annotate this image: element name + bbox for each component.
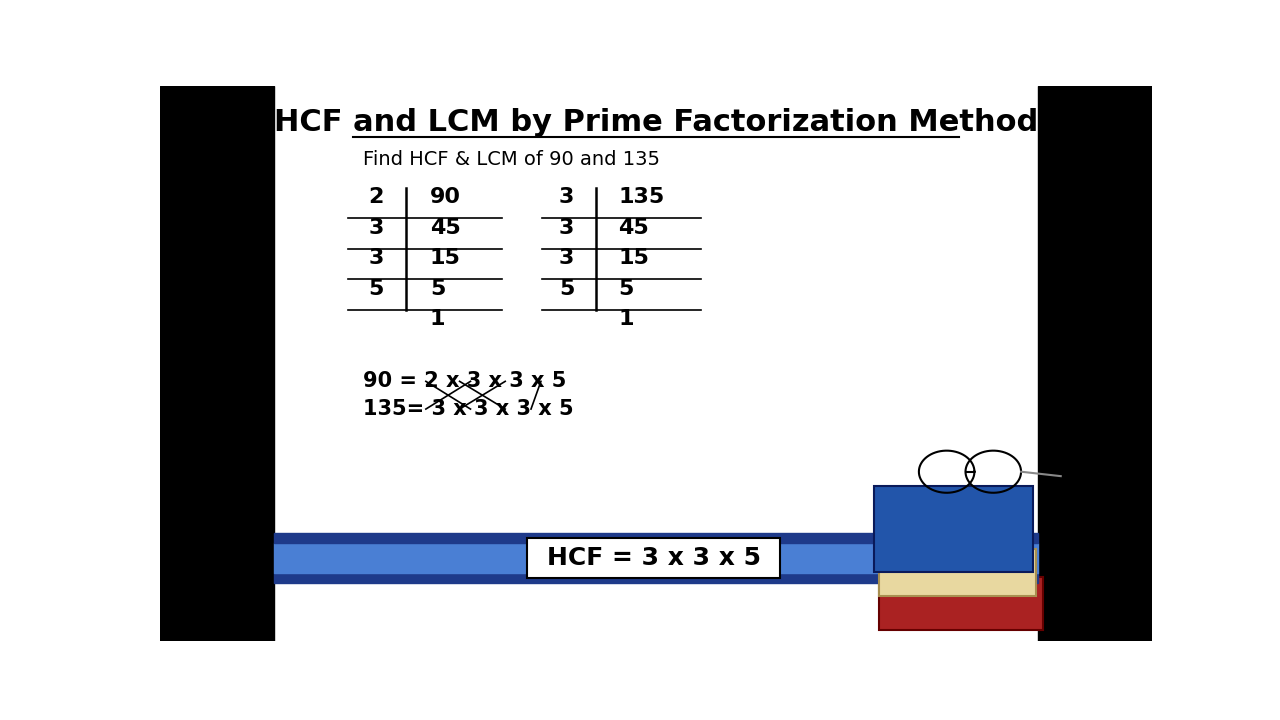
Bar xyxy=(274,572,1038,582)
Text: 90 = 2 x 3 x 3 x 5: 90 = 2 x 3 x 3 x 5 xyxy=(364,372,567,392)
Text: 135= 3 x 3 x 3 x 5: 135= 3 x 3 x 3 x 5 xyxy=(364,399,573,419)
Bar xyxy=(160,86,274,641)
Text: 5: 5 xyxy=(430,279,445,299)
Text: 3: 3 xyxy=(369,248,384,269)
Text: 3: 3 xyxy=(559,187,575,207)
FancyBboxPatch shape xyxy=(874,485,1033,572)
Bar xyxy=(1038,86,1152,641)
Text: Find HCF & LCM of 90 and 135: Find HCF & LCM of 90 and 135 xyxy=(364,150,660,169)
Text: 45: 45 xyxy=(430,217,461,238)
Text: 3: 3 xyxy=(559,248,575,269)
Text: 90: 90 xyxy=(430,187,461,207)
FancyBboxPatch shape xyxy=(879,549,1036,596)
Text: 135: 135 xyxy=(618,187,664,207)
Text: 45: 45 xyxy=(618,217,649,238)
Text: 2: 2 xyxy=(369,187,384,207)
Text: HCF = 3 x 3 x 5: HCF = 3 x 3 x 5 xyxy=(547,546,762,570)
Text: 1: 1 xyxy=(618,310,634,329)
Text: 15: 15 xyxy=(618,248,649,269)
FancyBboxPatch shape xyxy=(527,539,780,578)
Text: 5: 5 xyxy=(618,279,634,299)
Text: 3: 3 xyxy=(559,217,575,238)
Bar xyxy=(274,543,1038,572)
Text: 3: 3 xyxy=(369,217,384,238)
Text: HCF and LCM by Prime Factorization Method: HCF and LCM by Prime Factorization Metho… xyxy=(274,108,1038,137)
Bar xyxy=(274,533,1038,543)
Text: 5: 5 xyxy=(369,279,384,299)
Text: 15: 15 xyxy=(430,248,461,269)
Text: 5: 5 xyxy=(559,279,575,299)
FancyBboxPatch shape xyxy=(879,577,1043,630)
Text: 1: 1 xyxy=(430,310,445,329)
